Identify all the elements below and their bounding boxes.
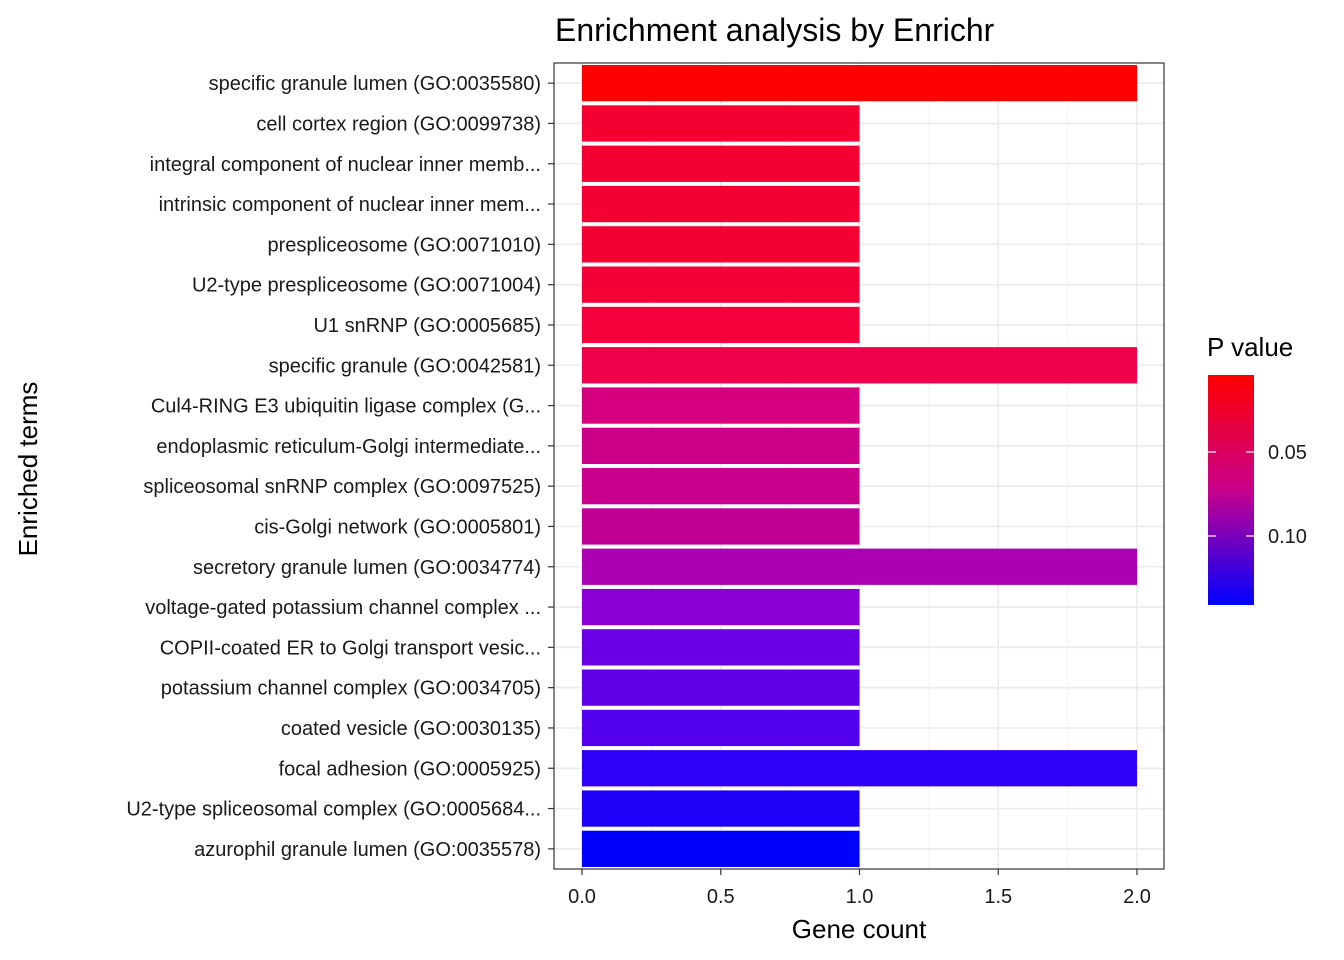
bar-10 <box>582 427 860 464</box>
bar-9 <box>582 387 860 424</box>
bar-19 <box>582 790 860 827</box>
bar-4 <box>582 185 860 223</box>
bar-2 <box>582 105 860 142</box>
y-tick-label: voltage-gated potassium channel complex … <box>145 597 541 619</box>
y-axis: specific granule lumen (GO:0035580) cell … <box>126 73 554 861</box>
y-tick-label: U2-type spliceosomal complex (GO:0005684… <box>126 799 541 821</box>
bar-12 <box>582 508 860 545</box>
y-tick-label: Cul4-RING E3 ubiquitin ligase complex (G… <box>151 396 541 418</box>
y-tick-label: secretory granule lumen (GO:0034774) <box>193 557 541 579</box>
bar-20 <box>582 830 860 867</box>
bar-11 <box>582 468 860 505</box>
bar-17 <box>582 709 860 747</box>
y-axis-title: Enriched terms <box>13 382 43 557</box>
bar-5 <box>582 226 860 263</box>
bar-8 <box>582 347 1137 384</box>
legend-tick-label: 0.05 <box>1268 442 1307 464</box>
x-axis-title: Gene count <box>792 914 927 944</box>
y-tick-label: COPII-coated ER to Golgi transport vesic… <box>160 637 541 659</box>
y-tick-label: intrinsic component of nuclear inner mem… <box>159 194 541 216</box>
x-tick-label: 2.0 <box>1123 886 1151 908</box>
y-tick-label: endoplasmic reticulum-Golgi intermediate… <box>156 436 541 458</box>
legend: P value 0.05 0.10 <box>1207 332 1307 605</box>
y-tick-label: coated vesicle (GO:0030135) <box>281 718 541 740</box>
x-tick-label: 0.0 <box>568 886 596 908</box>
chart-title: Enrichment analysis by Enrichr <box>555 12 995 48</box>
bars <box>582 65 1137 867</box>
legend-tick-label: 0.10 <box>1268 526 1307 548</box>
bar-3 <box>582 145 860 182</box>
y-tick-label: cis-Golgi network (GO:0005801) <box>254 516 541 538</box>
y-tick-label: integral component of nuclear inner memb… <box>150 154 541 176</box>
legend-ticks: 0.05 0.10 <box>1208 442 1307 548</box>
bar-15 <box>582 629 860 666</box>
legend-colorbar <box>1208 375 1254 605</box>
bar-14 <box>582 588 860 626</box>
legend-title: P value <box>1207 332 1293 362</box>
bar-1 <box>582 65 1137 102</box>
x-tick-label: 0.5 <box>707 886 735 908</box>
x-tick-label: 1.0 <box>846 886 874 908</box>
y-tick-label: azurophil granule lumen (GO:0035578) <box>194 839 541 861</box>
y-tick-label: cell cortex region (GO:0099738) <box>256 113 541 135</box>
bar-7 <box>582 306 860 344</box>
y-tick-label: specific granule lumen (GO:0035580) <box>209 73 541 95</box>
bar-13 <box>582 548 1137 585</box>
bar-16 <box>582 669 860 706</box>
bar-18 <box>582 750 1137 787</box>
y-tick-label: specific granule (GO:0042581) <box>269 355 541 377</box>
x-tick-label: 1.5 <box>984 886 1012 908</box>
y-tick-label: U1 snRNP (GO:0005685) <box>313 315 541 337</box>
bar-6 <box>582 266 860 303</box>
y-tick-label: focal adhesion (GO:0005925) <box>279 758 541 780</box>
y-tick-label: U2-type prespliceosome (GO:0071004) <box>192 275 541 297</box>
y-tick-label: potassium channel complex (GO:0034705) <box>161 678 541 700</box>
x-axis: 0.0 0.5 1.0 1.5 2.0 <box>568 869 1151 908</box>
y-tick-label: spliceosomal snRNP complex (GO:0097525) <box>143 476 541 498</box>
y-tick-label: prespliceosome (GO:0071010) <box>268 234 541 256</box>
